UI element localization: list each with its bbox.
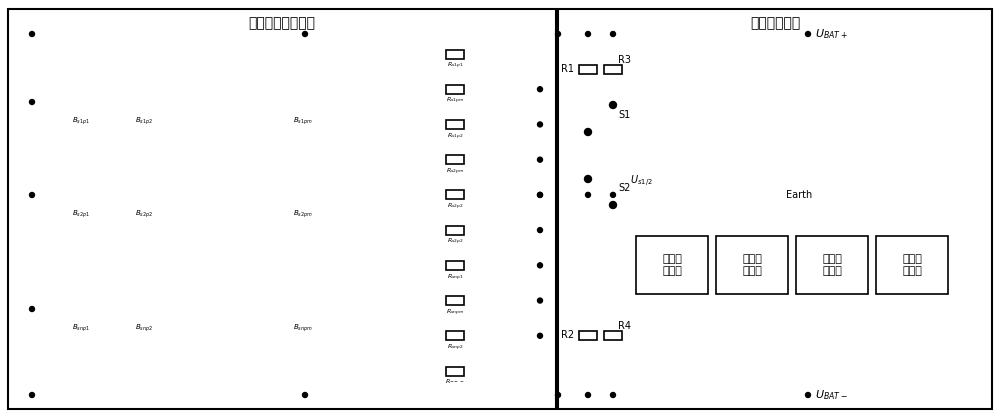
Text: $R_{s2p2}$: $R_{s2p2}$ [447, 237, 463, 247]
Text: 电池簇及电池笱体: 电池簇及电池笱体 [248, 16, 316, 30]
Circle shape [30, 32, 34, 37]
Bar [446, 191, 464, 199]
Bar [446, 367, 464, 375]
Bar [636, 236, 708, 294]
Text: R3: R3 [618, 55, 631, 65]
Circle shape [556, 392, 560, 397]
Text: $B_{s2pm}$: $B_{s2pm}$ [293, 208, 313, 219]
Text: $R_{s2pm}$: $R_{s2pm}$ [446, 167, 464, 177]
Text: $B_{s2p2}$: $B_{s2p2}$ [135, 208, 153, 219]
Text: $R_{snp2}$: $R_{snp2}$ [447, 343, 463, 353]
Bar [716, 236, 788, 294]
Bar [604, 65, 622, 73]
Text: $B_{s1p1}$: $B_{s1p1}$ [72, 115, 90, 126]
Bar [446, 261, 464, 270]
Circle shape [610, 392, 616, 397]
Circle shape [584, 128, 592, 136]
Text: $R_{s1p2}$: $R_{s1p2}$ [447, 131, 463, 142]
Bar [446, 120, 464, 129]
Text: $B_{snpm}$: $B_{snpm}$ [293, 322, 313, 334]
Text: $R_{snp1}$: $R_{snp1}$ [447, 272, 463, 283]
Text: $B_{s1p2}$: $B_{s1p2}$ [135, 115, 153, 126]
Text: R4: R4 [618, 321, 631, 331]
Circle shape [806, 32, 810, 37]
Circle shape [538, 157, 542, 162]
Circle shape [538, 122, 542, 127]
Text: $U_{s1/2}$: $U_{s1/2}$ [630, 174, 653, 189]
Text: $U_{BAT-}$: $U_{BAT-}$ [815, 388, 848, 402]
Circle shape [610, 101, 616, 108]
Circle shape [302, 392, 308, 397]
Circle shape [586, 32, 590, 37]
Text: $R_{---}$: $R_{---}$ [445, 378, 465, 385]
Circle shape [538, 192, 542, 197]
Text: $B_{s1pm}$: $B_{s1pm}$ [293, 115, 313, 126]
Text: 数字处
理模块: 数字处 理模块 [822, 254, 842, 276]
Bar [604, 331, 622, 339]
Text: $B_{s2p1}$: $B_{s2p1}$ [72, 208, 90, 219]
Bar [579, 331, 597, 339]
Text: 电压检
测模块: 电压检 测模块 [662, 254, 682, 276]
Text: $B_{snp2}$: $B_{snp2}$ [135, 322, 153, 334]
Circle shape [538, 263, 542, 268]
Circle shape [30, 193, 34, 198]
Circle shape [302, 32, 308, 37]
Circle shape [610, 32, 616, 37]
Bar [558, 9, 992, 409]
Circle shape [538, 192, 542, 197]
Text: $R_{snpm}$: $R_{snpm}$ [446, 308, 464, 318]
Text: $R_{s1p1}$: $R_{s1p1}$ [447, 61, 463, 71]
Bar [8, 9, 556, 409]
Bar [446, 226, 464, 235]
Text: 绶缘检测电路: 绶缘检测电路 [750, 16, 800, 30]
Text: S1: S1 [618, 110, 630, 120]
Text: $R_{s2p2}$: $R_{s2p2}$ [447, 202, 463, 212]
Bar [446, 50, 464, 58]
Text: R1: R1 [561, 64, 574, 74]
Text: R2: R2 [561, 330, 574, 340]
Circle shape [584, 176, 592, 183]
Text: S2: S2 [618, 183, 630, 193]
Text: Earth: Earth [786, 190, 812, 200]
Text: 采样运
放电路: 采样运 放电路 [742, 254, 762, 276]
Circle shape [538, 333, 542, 338]
Circle shape [538, 228, 542, 233]
Circle shape [30, 306, 34, 311]
Circle shape [610, 201, 616, 208]
Bar [796, 236, 868, 294]
Text: $R_{s1pm}$: $R_{s1pm}$ [446, 96, 464, 106]
Circle shape [30, 392, 34, 397]
Bar [876, 236, 948, 294]
Circle shape [538, 298, 542, 303]
Bar [446, 85, 464, 94]
Circle shape [806, 392, 810, 397]
Bar [579, 65, 597, 73]
Circle shape [538, 87, 542, 92]
Bar [446, 296, 464, 305]
Circle shape [586, 392, 590, 397]
Circle shape [586, 192, 590, 197]
Circle shape [610, 192, 616, 197]
Text: 故障报
警模块: 故障报 警模块 [902, 254, 922, 276]
Circle shape [30, 100, 34, 105]
Bar [446, 155, 464, 164]
Bar [446, 331, 464, 340]
Text: $B_{snp1}$: $B_{snp1}$ [72, 322, 90, 334]
Text: $U_{BAT+}$: $U_{BAT+}$ [815, 27, 848, 41]
Circle shape [556, 32, 560, 37]
